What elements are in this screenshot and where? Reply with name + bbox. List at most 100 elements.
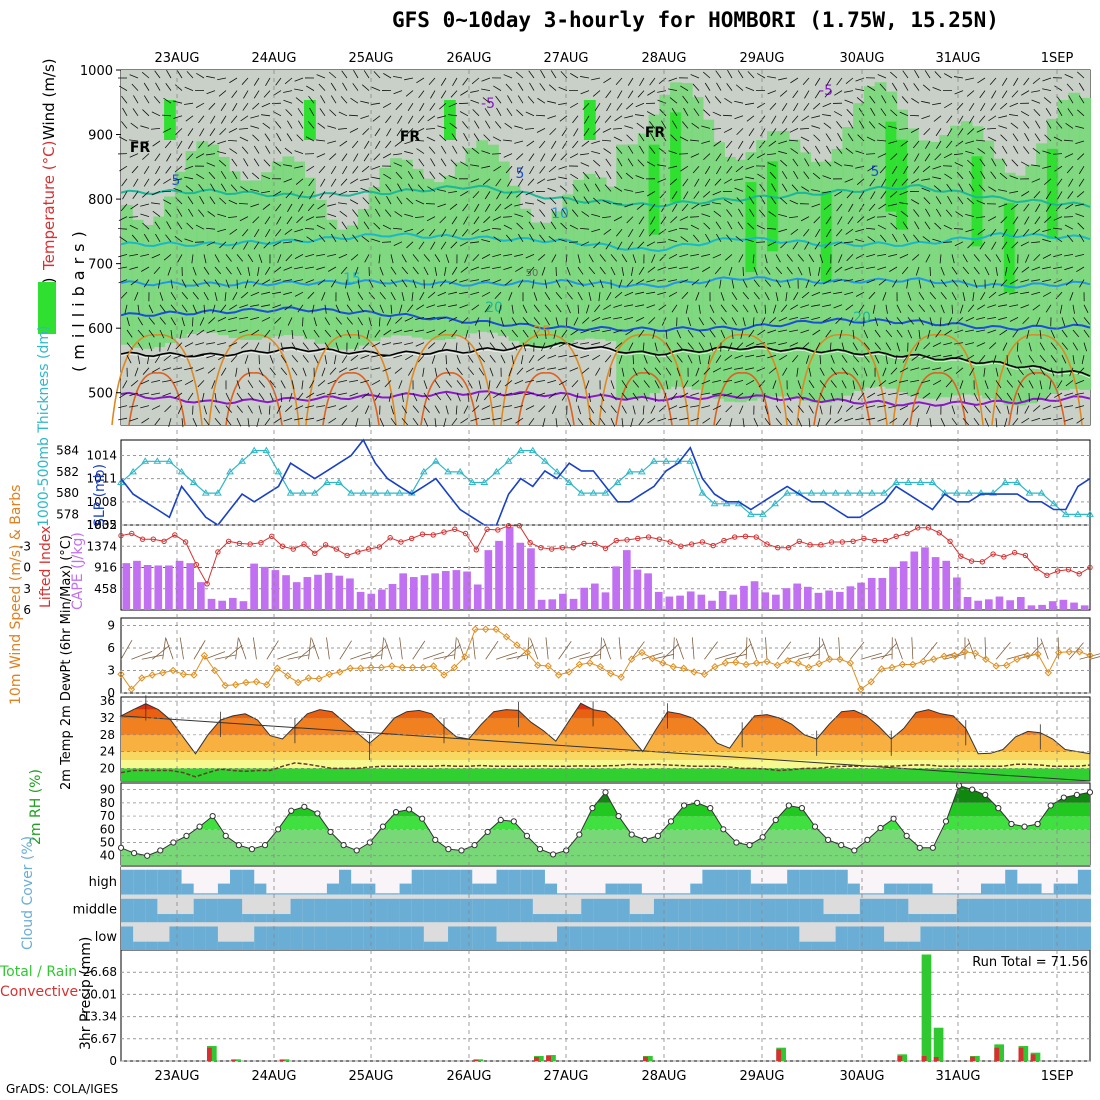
wind-barb xyxy=(1089,656,1100,660)
wind-barb xyxy=(525,128,535,130)
wind-barb xyxy=(691,203,700,210)
cloud-cell xyxy=(435,869,450,895)
isotherm-10 xyxy=(120,276,1091,289)
wind-barb xyxy=(709,342,714,352)
wind-barb xyxy=(217,228,227,233)
wind-barb xyxy=(525,405,535,411)
cloud-cell-bg xyxy=(871,867,886,895)
wind-barb xyxy=(306,85,315,91)
cloud-cell-bg xyxy=(944,867,958,895)
wind-speed-point xyxy=(398,663,407,672)
wind-barb xyxy=(627,158,634,167)
wind-barb xyxy=(434,405,440,414)
cloud-cell xyxy=(932,926,946,950)
lifted-index-point xyxy=(678,543,684,549)
wind-barb xyxy=(129,139,139,142)
wind-barb xyxy=(339,640,352,660)
wind-barb xyxy=(305,216,315,221)
wind-barb xyxy=(302,354,309,363)
wind-barb xyxy=(571,209,579,217)
wind-barb xyxy=(412,405,420,413)
wind-barb xyxy=(855,417,865,421)
thickness-point xyxy=(880,489,888,496)
wind-barb xyxy=(197,380,205,388)
wind-barb xyxy=(956,317,964,324)
wind-barb xyxy=(814,145,821,154)
wind-barb xyxy=(650,133,656,142)
wind-barb xyxy=(811,115,821,119)
wind-barb xyxy=(1053,417,1063,421)
isotherm-25-arc xyxy=(991,334,1083,426)
wind-barb xyxy=(241,228,249,237)
wind-barb xyxy=(170,317,176,326)
wind-barb xyxy=(217,77,227,81)
wind-barb xyxy=(800,304,810,308)
wind-barb xyxy=(247,392,255,401)
wind-barb xyxy=(900,140,909,147)
wind-barb xyxy=(658,77,667,85)
wind-barb xyxy=(1050,354,1057,363)
wind-speed-point xyxy=(784,657,792,665)
wind-barb xyxy=(374,392,381,401)
wind-barb xyxy=(464,254,469,263)
wind-barb xyxy=(470,90,480,93)
rh-point xyxy=(301,803,308,810)
cloud-cell xyxy=(1029,898,1043,923)
rh-band xyxy=(831,148,844,401)
cape-bar xyxy=(985,599,993,610)
wind-barb xyxy=(1042,228,1052,232)
wind-barb xyxy=(148,304,154,314)
wind-barb xyxy=(798,653,820,660)
wind-barb xyxy=(592,354,601,361)
wind-barb xyxy=(858,108,865,117)
cloud-cell xyxy=(702,898,716,923)
wind-barb xyxy=(163,354,172,361)
wind-barb xyxy=(932,238,942,243)
wind-barb xyxy=(203,279,211,287)
cloud-cell xyxy=(484,898,498,923)
wind-barb xyxy=(352,165,359,174)
wind-barb xyxy=(440,90,447,99)
wind-barb xyxy=(415,317,425,320)
wind-barb xyxy=(528,417,535,426)
wind-barb xyxy=(855,291,865,297)
thickness-point xyxy=(601,489,610,496)
isotherm-15 xyxy=(120,232,1091,253)
lifted-index-point xyxy=(1022,552,1029,559)
wind-barb xyxy=(940,279,947,287)
rh-high-band xyxy=(1046,148,1059,239)
wind-barb xyxy=(219,241,227,249)
wind-barb xyxy=(769,317,777,324)
wind-barb xyxy=(280,367,288,375)
wind-barb xyxy=(899,111,909,117)
wind-barb xyxy=(681,121,689,129)
wind-barb xyxy=(800,329,810,334)
wind-barb xyxy=(228,342,238,347)
cloud-cell xyxy=(363,883,377,895)
wind-barb xyxy=(954,354,964,359)
wind-barb xyxy=(330,82,337,91)
wind-barb xyxy=(805,279,810,289)
wind-barb xyxy=(929,418,932,428)
wind-barb xyxy=(265,228,271,238)
wind-barb xyxy=(695,292,700,301)
wind-barb xyxy=(516,153,524,160)
wind-barb xyxy=(1004,418,1008,427)
wind-barb xyxy=(877,153,887,158)
wind-barb xyxy=(224,644,243,660)
wind-speed-point xyxy=(211,666,219,675)
wind-barb xyxy=(568,652,591,660)
wind-barb xyxy=(351,140,359,149)
wind-barb xyxy=(273,191,282,197)
wind-barb xyxy=(976,139,986,142)
wind-barb xyxy=(978,115,986,123)
wind-barb xyxy=(553,329,557,339)
wind-barb xyxy=(220,102,227,111)
cloud-cell xyxy=(1029,926,1043,950)
wind-barb xyxy=(921,100,931,104)
lifted-index-point xyxy=(398,539,404,545)
wind-barb xyxy=(345,279,348,289)
wind-barb xyxy=(834,90,843,96)
wind-barb xyxy=(632,380,640,388)
wind-barb xyxy=(294,417,304,421)
